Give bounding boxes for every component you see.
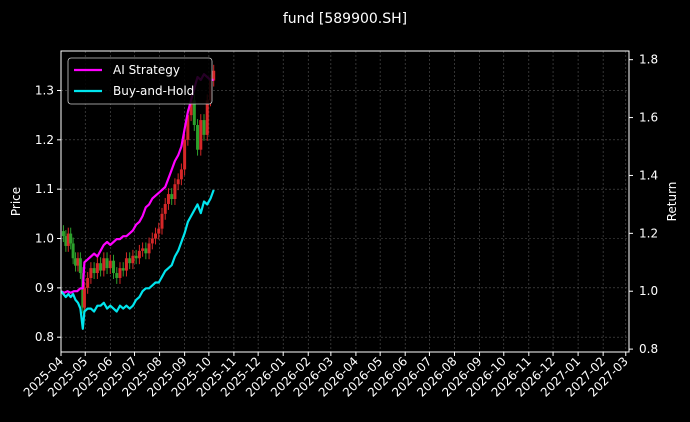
candle-body <box>163 203 167 214</box>
candle-body <box>118 268 122 278</box>
candle-body <box>76 258 80 266</box>
candle-body <box>199 120 203 150</box>
candle-body <box>192 100 196 126</box>
candle-body <box>141 248 145 251</box>
y-left-tick-label: 0.9 <box>35 281 54 295</box>
candle-body <box>131 255 135 264</box>
candle-body <box>112 260 116 274</box>
legend-label: AI Strategy <box>113 63 180 77</box>
y-right-tick-label: 1.2 <box>639 226 658 240</box>
y-left-tick-label: 1.1 <box>35 182 54 196</box>
legend-label: Buy-and-Hold <box>113 84 194 98</box>
candle-body <box>69 233 73 244</box>
legend-box <box>67 57 213 105</box>
candle-body <box>173 184 177 200</box>
chart-title: fund [589900.SH] <box>283 11 407 27</box>
candle-body <box>170 194 174 200</box>
y-axis-label-left: Price <box>9 187 23 216</box>
candle-body <box>92 268 96 274</box>
candle-body <box>102 258 106 271</box>
y-right-tick-label: 1.4 <box>639 168 658 182</box>
y-left-tick-label: 1.2 <box>35 133 54 147</box>
candle-body <box>189 100 193 116</box>
candle-body <box>202 120 206 135</box>
candle-body <box>61 231 65 237</box>
candle-body <box>82 287 86 308</box>
candle-body <box>99 263 103 271</box>
candle-body <box>150 238 154 244</box>
candle-body <box>212 70 216 81</box>
candle-body <box>205 100 209 135</box>
y-left-tick-label: 0.8 <box>35 330 54 344</box>
candle-body <box>166 194 170 204</box>
series-lines <box>60 73 215 330</box>
candle-body <box>115 273 119 278</box>
candle-body <box>157 228 161 234</box>
candle-body <box>179 169 183 180</box>
candle-body <box>154 233 158 239</box>
candle-body <box>74 258 78 266</box>
plot-frame <box>60 50 630 353</box>
candle-body <box>95 263 99 274</box>
ai-strategy-line <box>60 73 214 294</box>
y-axis-label-right: Return <box>665 182 679 222</box>
candle-body <box>186 115 190 140</box>
candle-body <box>124 258 128 271</box>
candlesticks <box>61 64 216 314</box>
candle-body <box>128 258 132 264</box>
candle-body <box>78 258 82 274</box>
candle-body <box>196 125 200 150</box>
y-left-tick-label: 1.0 <box>35 232 54 246</box>
buy-and-hold-line <box>60 189 215 330</box>
candle-body <box>176 179 180 185</box>
candle-body <box>183 139 187 170</box>
candle-body <box>86 277 90 288</box>
candle-body <box>147 243 151 254</box>
legend: AI Strategy Buy-and-Hold <box>67 57 213 105</box>
y-right-tick-label: 1.8 <box>639 53 658 67</box>
candle-body <box>71 243 75 259</box>
candle-body <box>108 260 112 269</box>
y-left-tick-label: 1.3 <box>35 83 54 97</box>
candle-body <box>66 233 70 246</box>
candle-body <box>64 236 68 246</box>
candle-body <box>81 273 85 308</box>
candle-body <box>89 268 93 278</box>
y-right-tick-label: 0.8 <box>639 342 658 356</box>
candle-body <box>144 248 148 254</box>
y-right-tick-label: 1.6 <box>639 111 658 125</box>
candle-body <box>160 213 164 229</box>
y-right-tick-label: 1.0 <box>639 284 658 298</box>
candle-body <box>121 268 125 271</box>
grid <box>60 51 629 352</box>
candle-body <box>137 250 141 259</box>
candle-body <box>105 258 109 269</box>
candle-body <box>134 255 138 259</box>
